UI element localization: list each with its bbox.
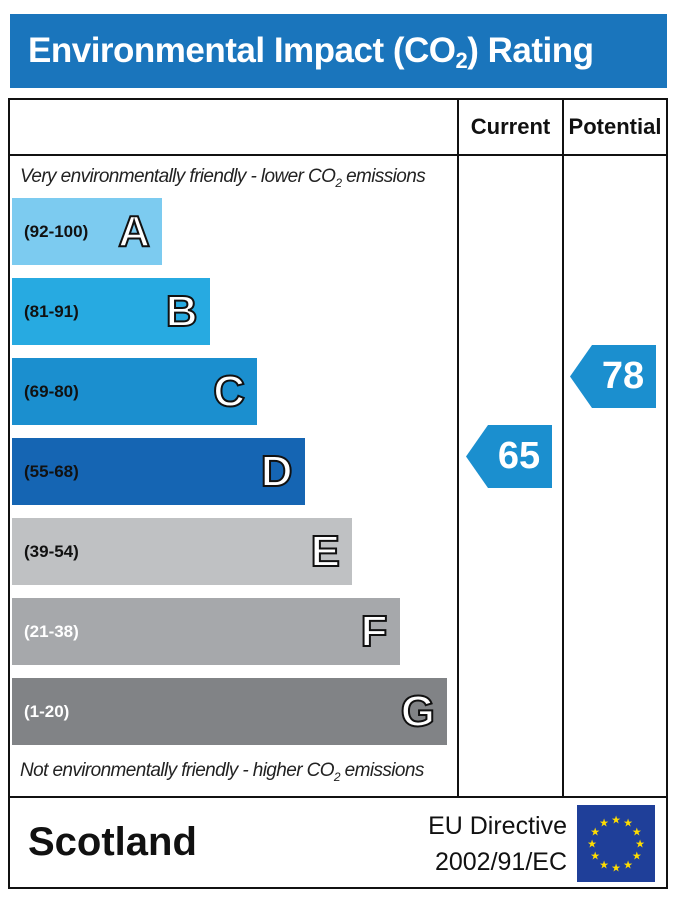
column-header-potential: Potential	[568, 114, 662, 139]
top-note: Very environmentally friendly - lower CO…	[20, 166, 426, 190]
band-letter: A	[117, 206, 151, 257]
footer-divider	[8, 796, 668, 798]
current-rating-value: 65	[497, 435, 541, 477]
band-d: (55-68) D	[12, 438, 305, 505]
star-icon: ★	[623, 818, 633, 830]
star-icon: ★	[611, 815, 621, 827]
star-icon: ★	[635, 839, 645, 851]
band-letter: D	[260, 446, 294, 497]
band-g: (1-20) G	[12, 678, 447, 745]
potential-rating-value: 78	[601, 355, 645, 397]
band-range: (39-54)	[24, 542, 79, 561]
current-rating-arrow: 65	[466, 425, 552, 488]
eu-flag-icon: ★ ★ ★ ★ ★ ★ ★ ★ ★ ★ ★ ★	[577, 805, 655, 882]
chart-title: Environmental Impact (CO2) Rating	[10, 14, 667, 88]
band-a: (92-100) A	[12, 198, 162, 265]
band-f: (21-38) F	[12, 598, 400, 665]
band-e: (39-54) E	[12, 518, 352, 585]
star-icon: ★	[587, 839, 597, 851]
band-letter: G	[400, 686, 436, 737]
star-icon: ★	[623, 859, 633, 871]
star-icon: ★	[611, 863, 621, 875]
band-letter: F	[360, 606, 389, 657]
band-range: (21-38)	[24, 622, 79, 641]
band-b: (81-91) B	[12, 278, 210, 345]
header-divider	[8, 154, 668, 156]
rating-table	[8, 98, 668, 889]
band-range: (55-68)	[24, 462, 79, 481]
star-icon: ★	[590, 851, 600, 863]
band-letter: B	[165, 286, 199, 337]
star-icon: ★	[632, 827, 642, 839]
region-label: Scotland	[28, 820, 197, 864]
eu-directive: EU Directive 2002/91/EC	[428, 812, 567, 876]
band-range: (69-80)	[24, 382, 79, 401]
band-c: (69-80) C	[12, 358, 257, 425]
band-letter: C	[212, 366, 246, 417]
band-range: (92-100)	[24, 222, 89, 241]
bottom-note: Not environmentally friendly - higher CO…	[20, 760, 424, 784]
column-divider	[562, 98, 564, 798]
band-letter: E	[310, 526, 341, 577]
star-icon: ★	[590, 827, 600, 839]
star-icon: ★	[599, 818, 609, 830]
star-icon: ★	[632, 851, 642, 863]
potential-rating-arrow: 78	[570, 345, 656, 408]
column-divider	[457, 98, 459, 798]
band-range: (81-91)	[24, 302, 79, 321]
column-header-current: Current	[470, 114, 551, 139]
band-range: (1-20)	[24, 702, 70, 721]
star-icon: ★	[599, 859, 609, 871]
